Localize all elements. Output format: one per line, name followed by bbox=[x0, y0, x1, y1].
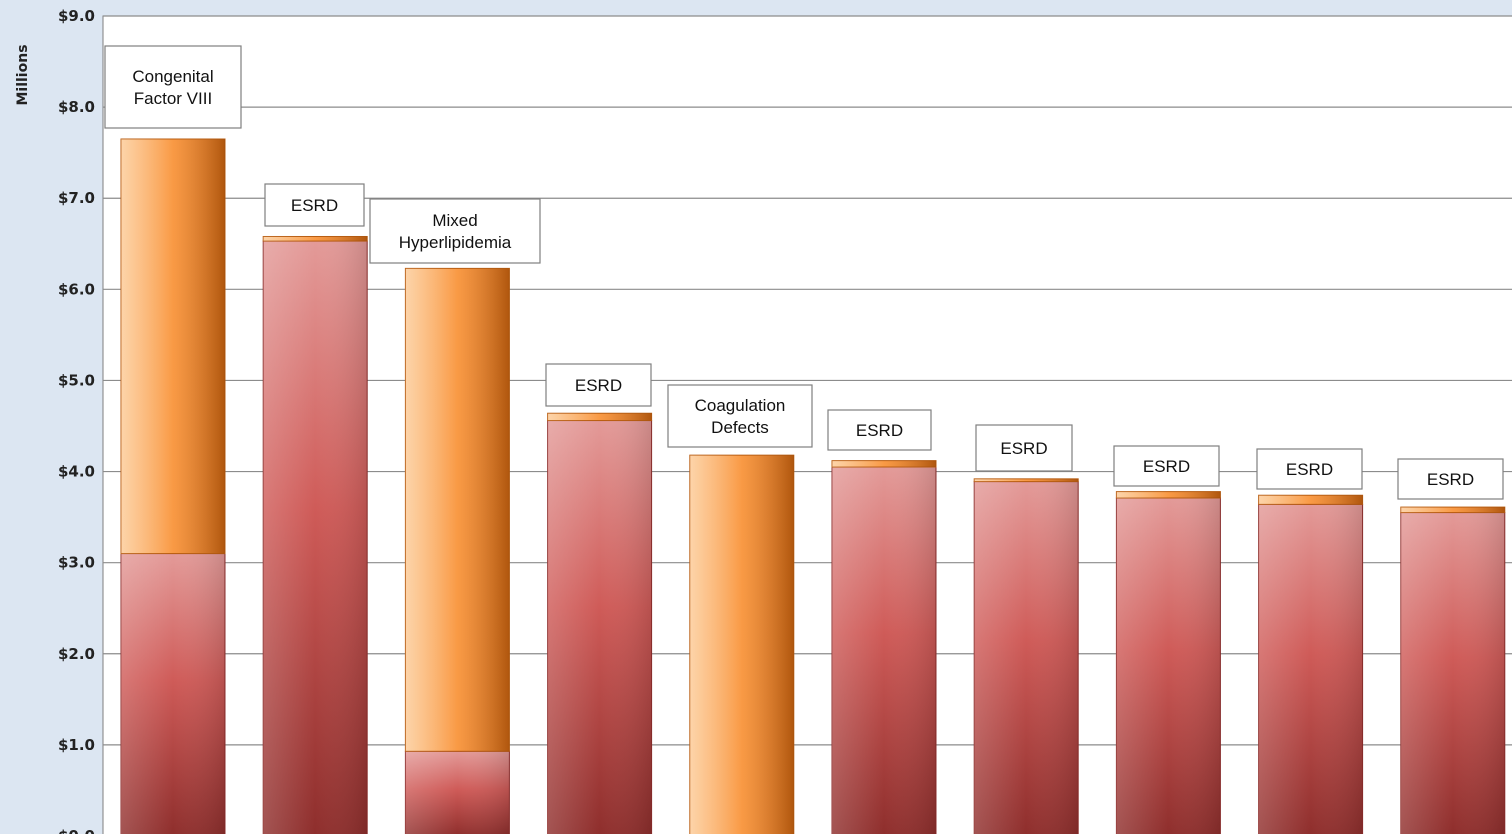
y-tick-label: $5.0 bbox=[58, 371, 95, 389]
annotation-label: ESRD bbox=[291, 196, 338, 215]
y-tick-label: $6.0 bbox=[58, 280, 95, 298]
y-tick-label: $8.0 bbox=[58, 98, 95, 116]
bar-shine bbox=[263, 241, 368, 834]
y-tick-label: $1.0 bbox=[58, 736, 95, 754]
bar-shine bbox=[547, 413, 652, 421]
annotation-box bbox=[104, 45, 242, 129]
annotation-box bbox=[827, 409, 932, 451]
bar-shine bbox=[263, 236, 368, 242]
annotation-label: Mixed Hyperlipidemia bbox=[399, 211, 512, 252]
annotation-box bbox=[1397, 458, 1504, 500]
annotation-label: ESRD bbox=[1427, 470, 1474, 489]
annotation-label: Coagulation Defects bbox=[695, 396, 786, 437]
bar-shine bbox=[405, 268, 510, 752]
annotation-box bbox=[545, 363, 652, 407]
y-tick-label: $2.0 bbox=[58, 645, 95, 663]
bar-shine bbox=[689, 455, 794, 834]
y-tick-label: $0.0 bbox=[58, 827, 95, 834]
annotation-box bbox=[1113, 445, 1220, 487]
y-tick-label: $9.0 bbox=[58, 7, 95, 25]
annotation-box bbox=[1256, 448, 1363, 490]
annotation-label: ESRD bbox=[1286, 460, 1333, 479]
y-axis-label: Millions bbox=[15, 44, 31, 105]
bar-shine bbox=[1400, 512, 1505, 834]
annotation-box bbox=[264, 183, 365, 227]
bar-shine bbox=[121, 553, 225, 834]
bar-shine bbox=[974, 481, 1079, 834]
bar-shine bbox=[1400, 507, 1505, 513]
annotation-box bbox=[975, 424, 1073, 472]
bar-shine bbox=[832, 467, 936, 834]
annotation-label: ESRD bbox=[575, 376, 622, 395]
bar-shine bbox=[1258, 504, 1363, 834]
bar-shine bbox=[121, 139, 225, 554]
annotation-label: ESRD bbox=[1143, 457, 1190, 476]
annotation-label: Congenital Factor VIII bbox=[132, 67, 213, 108]
annotation-box bbox=[369, 198, 541, 264]
bar-shine bbox=[1116, 497, 1221, 834]
bar-shine bbox=[547, 420, 652, 834]
bar-shine bbox=[832, 460, 936, 467]
bar-shine bbox=[405, 751, 510, 834]
bar-shine bbox=[1258, 495, 1363, 505]
y-tick-label: $4.0 bbox=[58, 463, 95, 481]
annotation-label: ESRD bbox=[856, 421, 903, 440]
annotation-label: ESRD bbox=[1000, 439, 1047, 458]
bar-shine bbox=[974, 478, 1079, 482]
y-tick-label: $7.0 bbox=[58, 189, 95, 207]
y-tick-label: $3.0 bbox=[58, 554, 95, 572]
annotation-box bbox=[667, 384, 813, 448]
bar-shine bbox=[1116, 491, 1221, 498]
